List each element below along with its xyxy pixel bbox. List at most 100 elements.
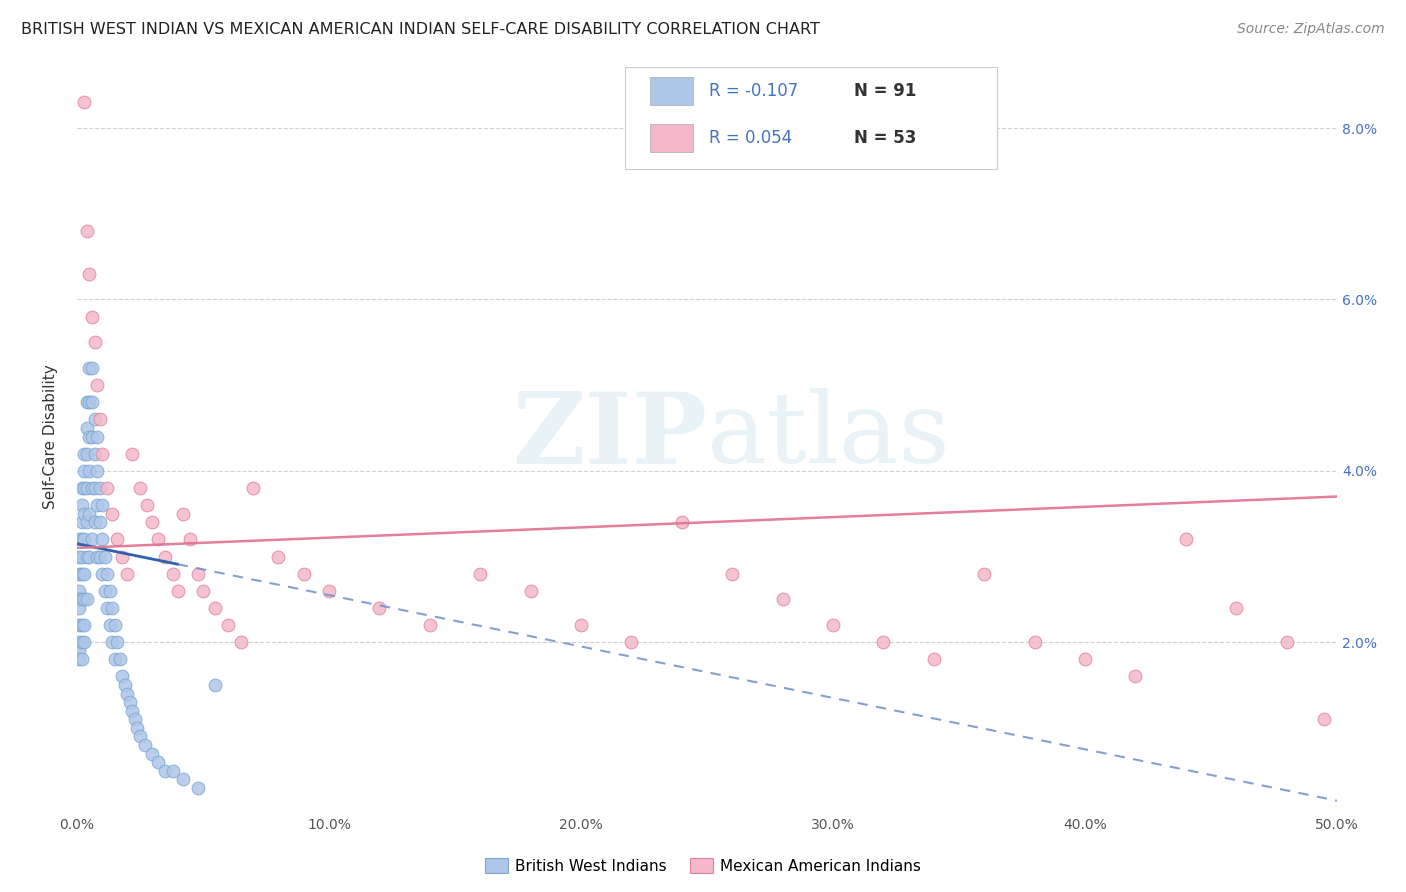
Point [76,224,98,238]
Point [76,421,98,435]
Point [141,515,163,529]
Point [104,618,127,632]
Point [73,507,96,521]
Point [204,678,226,692]
Text: BRITISH WEST INDIAN VS MEXICAN AMERICAN INDIAN SELF-CARE DISABILITY CORRELATION : BRITISH WEST INDIAN VS MEXICAN AMERICAN … [21,22,820,37]
FancyBboxPatch shape [650,77,693,105]
Point [91,533,114,547]
Point [229,635,252,649]
Point [73,95,96,110]
Point [67,635,90,649]
Point [86,498,108,512]
Point [96,481,118,495]
Point [172,507,194,521]
Point [1275,635,1298,649]
Point [105,635,128,649]
Point [73,533,96,547]
Point [519,583,541,598]
Point [204,601,226,615]
Point [89,515,111,529]
Point [141,747,163,761]
Point [101,507,124,521]
Point [468,566,491,581]
Point [73,481,96,495]
Point [1123,669,1146,683]
Point [242,481,264,495]
Point [83,447,105,461]
Text: Source: ZipAtlas.com: Source: ZipAtlas.com [1237,22,1385,37]
Point [146,533,169,547]
Point [108,652,131,666]
Point [67,533,90,547]
Point [217,618,239,632]
Point [973,566,995,581]
Point [172,772,194,787]
Point [80,533,103,547]
Point [67,601,90,615]
Point [79,361,101,376]
Point [267,549,290,564]
Point [318,583,340,598]
Point [1024,635,1046,649]
Point [118,695,141,709]
Point [86,429,108,443]
Point [67,566,90,581]
Point [134,738,156,752]
Point [191,583,214,598]
Point [91,447,114,461]
Point [83,335,105,350]
Point [79,549,101,564]
Point [419,618,441,632]
Legend: British West Indians, Mexican American Indians: British West Indians, Mexican American I… [478,852,928,880]
Point [105,533,128,547]
Point [76,592,98,607]
Point [821,618,844,632]
Point [166,583,188,598]
Point [179,533,201,547]
Point [146,755,169,769]
Point [91,498,114,512]
Point [1174,533,1197,547]
Point [117,687,139,701]
Point [80,481,103,495]
Point [73,635,96,649]
Point [721,566,744,581]
Point [70,592,93,607]
Point [922,652,945,666]
Point [70,652,93,666]
Point [70,515,93,529]
Point [79,464,101,478]
Text: R = -0.107: R = -0.107 [710,82,799,100]
Point [620,635,643,649]
Point [86,378,108,392]
Point [79,507,101,521]
FancyBboxPatch shape [650,124,693,152]
Point [292,566,315,581]
Point [121,704,143,718]
Point [153,764,176,778]
Point [67,644,90,658]
Text: atlas: atlas [707,389,949,484]
Point [187,780,209,795]
Point [73,566,96,581]
Point [98,618,121,632]
Point [79,395,101,409]
Point [124,712,146,726]
Point [70,481,93,495]
Point [73,592,96,607]
Point [93,583,115,598]
Y-axis label: Self-Care Disability: Self-Care Disability [44,364,58,509]
Point [117,566,139,581]
FancyBboxPatch shape [626,67,997,169]
Point [73,618,96,632]
Point [91,566,114,581]
Point [80,429,103,443]
Point [1074,652,1097,666]
Text: R = 0.054: R = 0.054 [710,128,793,146]
Point [111,549,134,564]
Point [104,652,127,666]
Point [83,412,105,426]
Point [79,429,101,443]
Point [73,447,96,461]
Point [80,395,103,409]
